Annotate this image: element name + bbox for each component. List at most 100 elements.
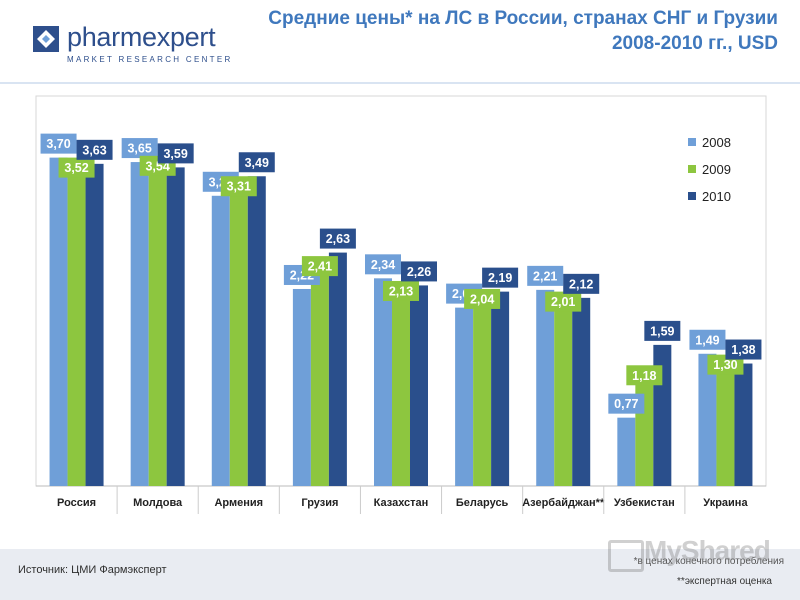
data-label-2009: 2,41 <box>301 256 338 277</box>
data-label-text: 3,70 <box>46 137 70 151</box>
data-label-text: 2,26 <box>407 265 431 279</box>
bar-2009 <box>229 192 248 487</box>
category-label: Россия <box>57 497 96 509</box>
data-label-text: 2,21 <box>533 269 557 283</box>
bar-2010 <box>410 285 428 486</box>
data-label-box <box>482 267 519 288</box>
category-label: Казахстан <box>374 497 429 509</box>
source-note: Источник: ЦМИ Фармэксперт <box>18 564 167 576</box>
bar-2009 <box>310 272 329 486</box>
data-label-box <box>689 329 726 350</box>
data-label-box <box>545 291 582 312</box>
data-label-2010: 1,38 <box>725 339 762 360</box>
data-label-text: 1,49 <box>695 333 719 347</box>
bar-2010 <box>166 167 185 486</box>
data-label-2008: 3,65 <box>121 138 158 159</box>
category-label: Беларусь <box>456 497 509 509</box>
data-label-2009: 2,04 <box>464 288 501 309</box>
data-label-box <box>707 354 744 375</box>
legend-swatch-2008 <box>688 138 696 146</box>
data-label-text: 3,49 <box>245 156 269 170</box>
data-label-text: 1,18 <box>632 369 656 383</box>
data-label-box <box>527 265 564 286</box>
data-label-2009: 1,18 <box>626 365 663 386</box>
bar-2010 <box>572 297 591 486</box>
bar-2009 <box>716 370 735 486</box>
data-label-text: 0,77 <box>614 397 638 411</box>
data-label-2010: 3,63 <box>76 139 113 160</box>
data-label-2009: 3,52 <box>58 157 95 178</box>
watermark-icon <box>608 540 644 572</box>
data-label-box <box>220 176 257 197</box>
bar-2009 <box>473 304 492 486</box>
data-label-2010: 3,49 <box>238 152 275 173</box>
data-label-text: 3,52 <box>64 161 88 175</box>
bar-2009 <box>67 173 86 486</box>
legend-label-2009: 2009 <box>702 162 731 177</box>
data-label-2008: 2,21 <box>527 265 564 286</box>
data-label-2008: 1,49 <box>689 329 726 350</box>
data-label-box <box>608 393 645 414</box>
data-label-text: 3,65 <box>127 142 151 156</box>
logo-name: pharmexpert <box>67 22 216 52</box>
data-label-2008: 3,70 <box>40 133 77 154</box>
data-label-box <box>464 288 501 309</box>
data-label-2010: 3,59 <box>157 143 194 164</box>
data-label-text: 2,19 <box>488 271 512 285</box>
bar-2010 <box>328 252 347 486</box>
chart-title: Средние цены* на ЛС в России, странах СН… <box>268 8 778 54</box>
data-label-box <box>40 133 77 154</box>
data-label-2010: 1,59 <box>644 320 681 341</box>
chart-area: Россия Молдова Армения Грузия Казахстан Белар… <box>0 86 800 546</box>
category-label: Грузия <box>301 497 338 509</box>
data-label-box <box>626 365 663 386</box>
bar-2008 <box>374 278 392 486</box>
bar-2008 <box>536 289 555 486</box>
bar-2009 <box>554 307 573 486</box>
data-label-box <box>301 256 338 277</box>
bar-2010 <box>491 291 510 486</box>
bar-2008 <box>698 353 717 486</box>
data-label-text: 2,04 <box>470 292 494 306</box>
data-label-text: 2,41 <box>308 260 332 274</box>
legend-swatch-2009 <box>688 165 696 173</box>
data-label-box <box>383 280 419 301</box>
bar-2010 <box>247 176 266 486</box>
data-label-text: 2,12 <box>569 277 593 291</box>
data-label-box <box>365 254 401 275</box>
bar-2008 <box>292 288 311 486</box>
data-label-2010: 2,26 <box>401 261 437 282</box>
data-label-2010: 2,12 <box>563 273 600 294</box>
data-label-text: 2,63 <box>326 232 350 246</box>
data-label-text: 3,63 <box>82 143 106 157</box>
category-label: Армения <box>214 497 263 509</box>
data-label-box <box>121 138 158 159</box>
data-label-box <box>319 228 356 249</box>
data-label-box <box>725 339 762 360</box>
bar-2009 <box>148 171 167 486</box>
legend-swatch-2010 <box>688 192 696 200</box>
bar-2010 <box>85 163 104 486</box>
data-label-text: 1,38 <box>731 343 755 357</box>
header: pharmexpert MARKET RESEARCH CENTER Средн… <box>0 0 800 80</box>
data-label-box <box>563 273 600 294</box>
data-label-2009: 1,30 <box>707 354 744 375</box>
legend-label-2008: 2008 <box>702 135 731 150</box>
data-label-box <box>157 143 194 164</box>
category-label: Узбекистан <box>614 497 675 509</box>
logo-mark-icon <box>33 26 59 52</box>
bar-2009 <box>392 296 410 486</box>
bar-chart: Россия Молдова Армения Грузия Казахстан Белар… <box>35 95 767 514</box>
data-label-text: 2,01 <box>551 295 575 309</box>
bar-2010 <box>734 363 753 486</box>
bar-2008 <box>49 157 68 486</box>
data-label-text: 1,59 <box>650 324 674 338</box>
data-label-box <box>401 261 437 282</box>
bar-2008 <box>211 195 230 486</box>
category-label: Азербайджан** <box>522 497 605 509</box>
legend-label-2010: 2010 <box>702 189 731 204</box>
logo-tagline: MARKET RESEARCH CENTER <box>67 55 233 64</box>
data-label-box <box>76 139 113 160</box>
footer: Источник: ЦМИ Фармэксперт *в ценах конеч… <box>0 549 800 600</box>
data-label-2010: 2,63 <box>319 228 356 249</box>
